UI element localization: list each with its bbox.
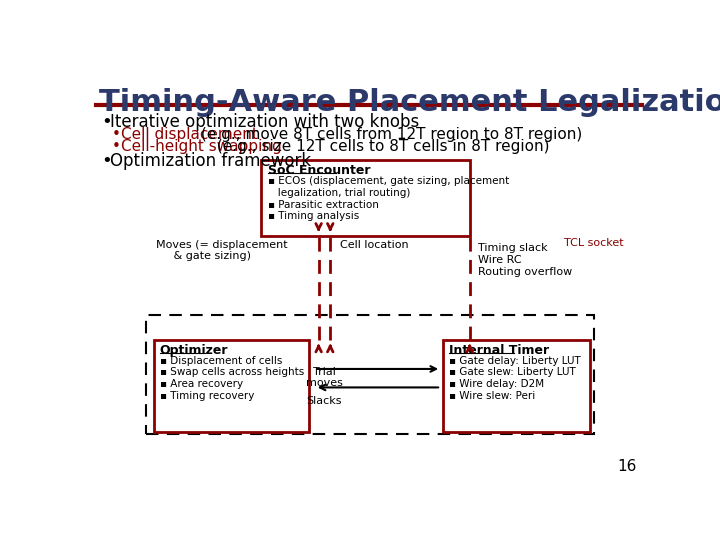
- Text: 16: 16: [617, 460, 636, 475]
- Text: Optimization framework: Optimization framework: [110, 152, 311, 170]
- Text: Cell-height swapping: Cell-height swapping: [121, 139, 282, 154]
- Text: (e.g., move 8T cells from 12T region to 8T region): (e.g., move 8T cells from 12T region to …: [196, 127, 582, 142]
- Bar: [261, 160, 469, 236]
- Text: •: •: [112, 139, 120, 154]
- Bar: [443, 340, 590, 432]
- Bar: [145, 315, 594, 434]
- Text: ▪ ECOs (displacement, gate sizing, placement
   legalization, trial routing)
▪ P: ▪ ECOs (displacement, gate sizing, place…: [269, 177, 510, 221]
- Text: Optimizer: Optimizer: [160, 343, 228, 356]
- Text: Slacks: Slacks: [306, 396, 342, 406]
- Text: •: •: [101, 113, 112, 131]
- Text: SoC Encounter: SoC Encounter: [269, 164, 371, 177]
- Text: Iterative optimization with two knobs: Iterative optimization with two knobs: [110, 113, 419, 131]
- Text: ▪ Displacement of cells
▪ Swap cells across heights
▪ Area recovery
▪ Timing rec: ▪ Displacement of cells ▪ Swap cells acr…: [160, 356, 304, 401]
- Text: Cell location: Cell location: [340, 240, 408, 249]
- Text: Moves (= displacement
     & gate sizing): Moves (= displacement & gate sizing): [156, 240, 287, 261]
- Text: Internal Timer: Internal Timer: [449, 343, 549, 356]
- Text: •: •: [101, 152, 112, 170]
- Text: ▪ Gate delay: Liberty LUT
▪ Gate slew: Liberty LUT
▪ Wire delay: D2M
▪ Wire slew: ▪ Gate delay: Liberty LUT ▪ Gate slew: L…: [449, 356, 580, 401]
- Text: Trial
moves: Trial moves: [305, 367, 343, 388]
- Text: Cell displacement: Cell displacement: [121, 127, 258, 142]
- Text: Timing slack
Wire RC
Routing overflow: Timing slack Wire RC Routing overflow: [477, 244, 572, 276]
- Text: (e.g., size 12T cells to 8T cells in 8T region): (e.g., size 12T cells to 8T cells in 8T …: [212, 139, 549, 154]
- Text: Timing-Aware Placement Legalization: Timing-Aware Placement Legalization: [99, 88, 720, 117]
- Text: TCL socket: TCL socket: [564, 238, 624, 248]
- Bar: [153, 340, 309, 432]
- Text: •: •: [112, 127, 120, 142]
